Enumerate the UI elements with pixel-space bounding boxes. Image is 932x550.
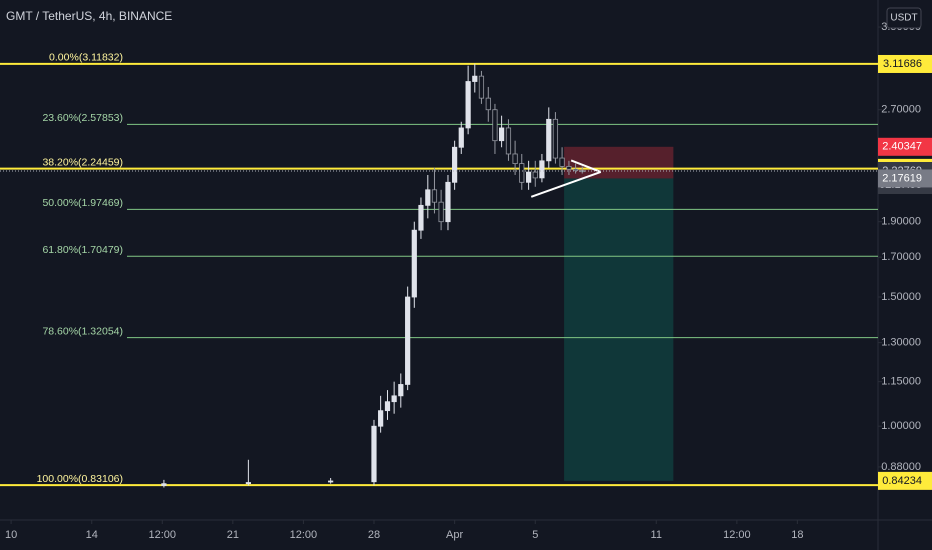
y-tick-label: 1.50000 <box>881 291 921 303</box>
symbol-title: GMT / TetherUS, 4h, BINANCE <box>6 9 172 23</box>
y-tick-label: 2.70000 <box>881 104 921 116</box>
candle-body <box>492 109 498 142</box>
candle-body <box>526 171 532 183</box>
x-tick-label: 14 <box>86 529 98 541</box>
candle-body <box>438 201 444 223</box>
price-tag-label: 3.11686 <box>883 58 922 70</box>
candle-body <box>328 480 334 483</box>
candle-body <box>398 384 404 397</box>
candle-body <box>161 483 167 486</box>
candle-body <box>405 296 411 385</box>
candle-body <box>485 97 491 111</box>
candle-body <box>425 189 431 206</box>
currency-button[interactable] <box>886 7 922 29</box>
candle-body <box>572 168 579 172</box>
candle-body <box>458 127 464 148</box>
candle-body <box>411 229 417 298</box>
y-tick-label: 1.90000 <box>881 216 921 228</box>
y-tick-label: 1.00000 <box>881 420 921 432</box>
x-tick-label: 5 <box>532 529 538 541</box>
x-tick-label: 12:00 <box>149 529 177 541</box>
axes: 3.500002.700001.900001.700001.500001.300… <box>5 21 932 541</box>
fib-label: 100.00%(0.83106) <box>37 473 123 485</box>
x-tick-label: Apr <box>446 529 463 541</box>
x-tick-label: 18 <box>791 529 803 541</box>
x-tick-label: 21 <box>227 529 239 541</box>
candle-body <box>391 395 397 403</box>
fib-label: 50.00%(1.97469) <box>42 197 123 209</box>
candle-body <box>505 127 512 155</box>
x-tick-label: 11 <box>651 529 662 541</box>
plot: 0.00%(3.11832) 23.60%(2.57853) 38.20%(2.24… <box>0 52 932 488</box>
price-tag <box>878 471 932 490</box>
fib-label: 23.60%(2.57853) <box>42 112 123 124</box>
fib-label: 78.60%(1.32054) <box>42 325 123 337</box>
x-tick-label: 28 <box>368 529 380 541</box>
candle-body <box>512 153 518 165</box>
price-tag-label: 2.40347 <box>882 141 922 153</box>
price-tag <box>878 54 932 73</box>
candle-body <box>445 181 451 223</box>
price-tag-label: 2.17619 <box>882 172 922 184</box>
candle-body <box>559 157 565 167</box>
currency-label[interactable]: USDT <box>890 13 917 24</box>
candle-body <box>245 482 251 485</box>
fib-label: 38.20%(2.24459) <box>42 156 123 168</box>
candle-body <box>384 401 391 412</box>
y-tick-label: 1.30000 <box>881 337 921 349</box>
stop-zone <box>564 146 674 179</box>
fib-label: 61.80%(1.70479) <box>42 244 123 256</box>
x-tick-label: 10 <box>5 529 17 541</box>
candle-body <box>532 171 538 179</box>
candle-body <box>472 75 478 82</box>
target-zone <box>564 178 674 481</box>
candle-body <box>552 118 559 159</box>
x-tick-label: 12:00 <box>290 529 318 541</box>
trend-line <box>530 171 602 198</box>
candle-body <box>498 127 505 142</box>
candle-body <box>519 163 525 183</box>
candle-body <box>378 410 384 427</box>
price-tag <box>878 169 932 188</box>
candle-body <box>452 146 458 183</box>
candle-body <box>418 204 424 231</box>
candle-body <box>465 81 471 129</box>
price-tag <box>878 137 932 156</box>
candle-body <box>478 75 485 99</box>
candle-body <box>546 118 552 162</box>
candle-body <box>566 166 572 170</box>
price-tag-label: 0.84234 <box>882 475 922 487</box>
candle-body <box>371 425 377 483</box>
y-tick-label: 1.70000 <box>881 251 921 263</box>
x-tick-label: 12:00 <box>723 529 751 541</box>
y-tick-label: 1.15000 <box>881 376 921 388</box>
candle-body <box>539 160 545 179</box>
y-tick-label: 0.88000 <box>881 461 921 473</box>
fib-label: 0.00%(3.11832) <box>49 52 123 64</box>
candle-body <box>431 189 438 203</box>
trend-line <box>570 159 602 173</box>
